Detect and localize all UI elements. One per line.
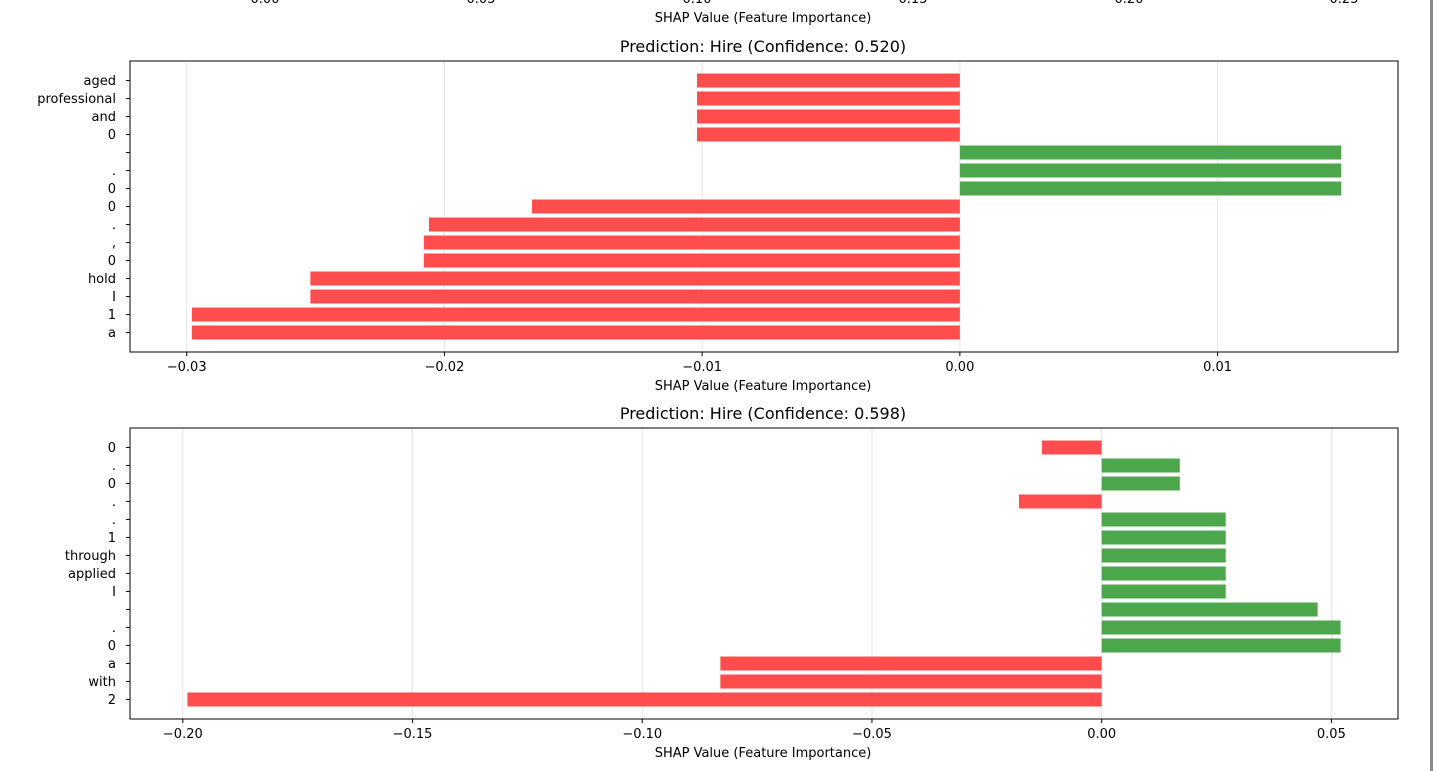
y-tick-label: .	[112, 164, 116, 179]
bar	[1018, 494, 1102, 509]
bar	[959, 145, 1342, 160]
bar	[720, 656, 1102, 671]
y-tick-label: a	[108, 326, 116, 341]
x-tick-label: −0.02	[425, 360, 465, 375]
chart-1: Prediction: Hire (Confidence: 0.520) SHA…	[37, 37, 1399, 394]
fragment-tick-labels: 0.00 0.05 0.10 0.15 0.20 0.25	[251, 0, 1359, 7]
bar	[1101, 566, 1226, 581]
y-tick-label: 0	[108, 441, 116, 456]
bar	[428, 217, 960, 232]
bar	[532, 199, 960, 214]
y-tick-label: and	[92, 110, 116, 125]
x-tick-label: −0.10	[622, 727, 662, 742]
y-tick-label: 2	[108, 693, 116, 708]
x-tick-label: −0.03	[167, 360, 207, 375]
chart-title: Prediction: Hire (Confidence: 0.598)	[620, 404, 906, 423]
bar	[310, 271, 960, 286]
bar	[1101, 512, 1226, 527]
fragment-tick-label: 0.25	[1330, 0, 1359, 7]
y-tick-label: a	[108, 657, 116, 672]
y-tick-label: I	[112, 585, 116, 600]
x-tick-label: 0.05	[1317, 727, 1346, 742]
bar	[696, 73, 960, 88]
bar	[1101, 548, 1226, 563]
fragment-tick-label: 0.10	[683, 0, 712, 7]
x-tick-label: 0.00	[1087, 727, 1116, 742]
bar	[1101, 530, 1226, 545]
bar	[423, 253, 960, 268]
bar	[191, 325, 960, 340]
y-tick-label: aged	[84, 74, 116, 89]
chart-title: Prediction: Hire (Confidence: 0.520)	[620, 37, 906, 56]
bar	[959, 181, 1342, 196]
y-tick-label: 1	[108, 308, 116, 323]
bar	[187, 692, 1102, 707]
x-axis-label: SHAP Value (Feature Importance)	[655, 379, 872, 394]
fragment-tick-label: 0.00	[251, 0, 280, 7]
x-tick-label: −0.20	[163, 727, 203, 742]
x-tick-label: 0.01	[1203, 360, 1232, 375]
y-tick-label: 0	[108, 182, 116, 197]
x-tick-label: −0.15	[393, 727, 433, 742]
fragment-x-axis-label: SHAP Value (Feature Importance)	[655, 11, 872, 26]
top-fragment: 0.00 0.05 0.10 0.15 0.20 0.25 SHAP Value (Fea…	[251, 0, 1359, 26]
y-tick-label: applied	[68, 567, 116, 582]
bar	[1101, 638, 1341, 653]
bar	[1101, 602, 1318, 617]
bar	[1101, 458, 1180, 473]
y-tick-label: .	[112, 513, 116, 528]
y-tick-label: with	[88, 675, 116, 690]
fragment-tick-label: 0.05	[467, 0, 496, 7]
bar	[310, 289, 960, 304]
y-tick-label: .	[112, 621, 116, 636]
bar	[720, 674, 1102, 689]
bar	[696, 91, 960, 106]
y-tick-label: .	[112, 218, 116, 233]
y-tick-label: .	[112, 495, 116, 510]
x-axis-label: SHAP Value (Feature Importance)	[655, 746, 872, 761]
y-tick-label: 0	[108, 254, 116, 269]
x-tick-label: −0.05	[852, 727, 892, 742]
y-tick-label: I	[112, 290, 116, 305]
chart-2: Prediction: Hire (Confidence: 0.598) SHA…	[65, 404, 1399, 761]
y-tick-label: 0	[108, 128, 116, 143]
bar	[696, 127, 960, 142]
y-tick-label: ,	[112, 236, 116, 251]
window-edge	[1430, 0, 1433, 771]
y-tick-label: 0	[108, 477, 116, 492]
fragment-tick-label: 0.15	[899, 0, 928, 7]
y-tick-label: 1	[108, 531, 116, 546]
bar	[1101, 476, 1180, 491]
x-tick-label: −0.01	[682, 360, 722, 375]
y-tick-label: through	[65, 549, 116, 564]
fragment-tick-label: 0.20	[1115, 0, 1144, 7]
y-tick-label: 0	[108, 639, 116, 654]
y-tick-label: hold	[88, 272, 116, 287]
x-tick-label: 0.00	[945, 360, 974, 375]
y-tick-label: professional	[37, 92, 116, 107]
bar	[696, 109, 960, 124]
bar	[959, 163, 1342, 178]
y-tick-label: 0	[108, 200, 116, 215]
bar	[191, 307, 960, 322]
bar	[423, 235, 960, 250]
bar	[1101, 584, 1226, 599]
bar	[1041, 440, 1102, 455]
y-tick-label: .	[112, 459, 116, 474]
bar	[1101, 620, 1341, 635]
